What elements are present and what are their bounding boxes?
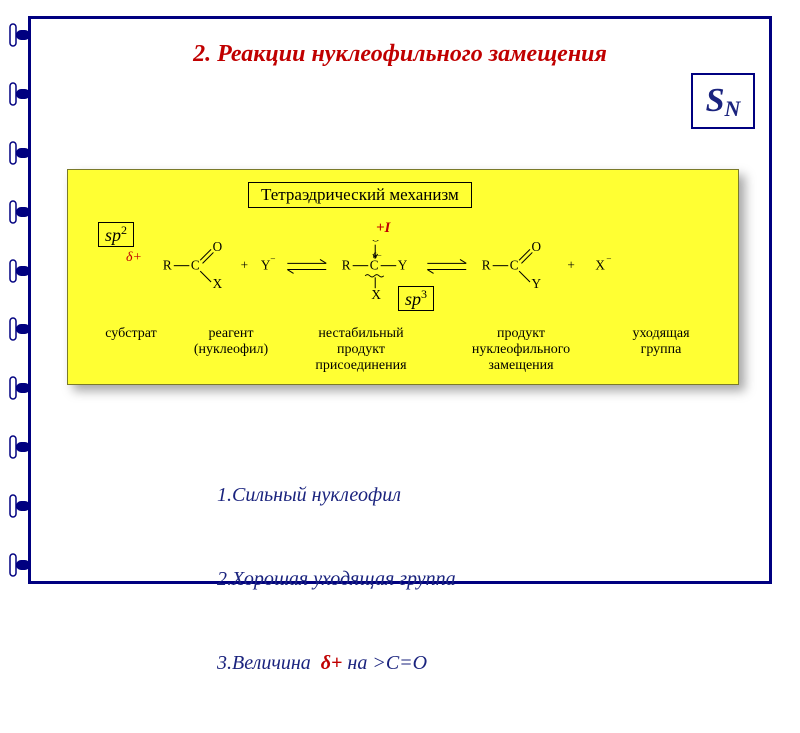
svg-text:O⁻: O⁻ [371,240,386,245]
svg-text:O: O [213,240,223,254]
slide-title: 2. Реакции нуклеофильного замещения [31,41,769,68]
caption-row: субстрат реагент (нуклеофил) нестабильны… [86,326,722,374]
svg-text:C: C [191,258,200,273]
caption-leaving: уходящая группа [606,326,716,374]
sn-n: N [725,96,741,122]
svg-text:C: C [510,258,519,273]
svg-text:Y: Y [398,258,408,273]
svg-text:X: X [595,258,605,273]
svg-text:R: R [342,258,351,273]
sn-symbol-box: SN [691,73,755,129]
sp3-label: sp3 [398,286,434,311]
notes-list: 1.Сильный нуклеофил 2.Хорошая уходящая г… [217,425,456,733]
svg-text:Y: Y [532,276,542,291]
note-3: 3.Величина δ+ на >C=O [217,649,456,677]
svg-text:R: R [482,258,491,273]
svg-text:+: + [241,258,248,273]
note-1: 1.Сильный нуклеофил [217,481,456,509]
svg-text:Y: Y [261,258,271,273]
svg-text:R: R [163,258,172,273]
note-2: 2.Хорошая уходящая группа [217,565,456,593]
mechanism-label: Тетраэдрический механизм [248,182,472,208]
caption-reagent: реагент (нуклеофил) [176,326,286,374]
sn-s: S [706,82,725,120]
mechanism-panel: Тетраэдрический механизм sp2 δ+ +I R C O [67,169,739,385]
spiral-binding [8,20,30,580]
plus-i-annotation: +I [376,220,390,237]
svg-text:X: X [371,287,381,302]
caption-product: продукт нуклеофильного замещения [436,326,606,374]
slide-frame: 2. Реакции нуклеофильного замещения SN Т… [28,16,772,584]
caption-intermediate: нестабильный продукт присоединения [286,326,436,374]
svg-text:−: − [270,255,275,265]
caption-substrate: субстрат [86,326,176,374]
svg-text:−: − [606,255,611,265]
svg-text:+: + [567,258,574,273]
svg-text:O: O [532,240,542,254]
svg-text:X: X [213,276,223,291]
